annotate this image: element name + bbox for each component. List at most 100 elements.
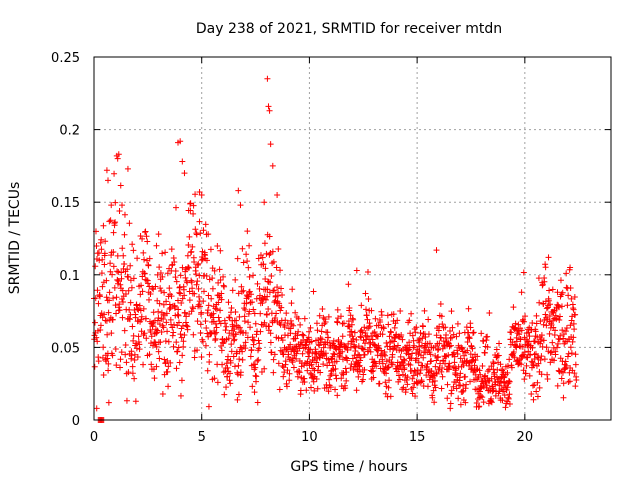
data-point	[174, 311, 181, 318]
data-point	[424, 361, 431, 368]
data-point	[209, 275, 216, 282]
data-point	[350, 316, 357, 323]
data-point	[493, 346, 500, 353]
x-tick-label: 20	[517, 430, 534, 445]
data-point	[295, 315, 302, 322]
data-point	[252, 320, 259, 327]
data-point	[209, 285, 216, 292]
data-point	[488, 395, 495, 402]
data-point	[192, 226, 199, 233]
data-point	[379, 331, 386, 338]
data-point	[572, 361, 579, 368]
data-point	[160, 301, 167, 308]
data-point	[425, 316, 432, 323]
data-point	[322, 319, 329, 326]
axis-ticks	[93, 56, 611, 421]
data-point	[181, 170, 188, 177]
data-point	[128, 284, 135, 291]
data-point	[529, 344, 536, 351]
data-point	[100, 372, 107, 379]
data-point	[391, 324, 398, 331]
data-point	[396, 376, 403, 383]
data-point	[133, 345, 140, 352]
data-point	[205, 292, 212, 299]
data-point	[567, 344, 574, 351]
data-point	[533, 320, 540, 327]
data-point	[362, 290, 369, 297]
data-point	[255, 345, 262, 352]
data-point	[257, 310, 264, 317]
data-point	[421, 307, 428, 314]
data-point	[115, 151, 122, 158]
data-point	[439, 373, 446, 380]
data-point	[467, 351, 474, 358]
data-point	[160, 324, 167, 331]
data-point	[112, 346, 119, 353]
data-point	[207, 246, 214, 253]
data-point	[466, 335, 473, 342]
data-point	[488, 399, 495, 406]
data-point	[353, 267, 360, 274]
data-point	[357, 357, 364, 364]
data-point	[322, 350, 329, 357]
data-point	[512, 320, 519, 327]
data-point	[247, 324, 254, 331]
data-point	[559, 289, 566, 296]
data-point	[103, 167, 110, 174]
data-point	[541, 278, 548, 285]
data-point	[263, 311, 270, 318]
data-point	[344, 346, 351, 353]
data-point	[431, 378, 438, 385]
data-point	[368, 307, 375, 314]
data-point	[348, 328, 355, 335]
data-point	[121, 261, 128, 268]
data-point	[541, 356, 548, 363]
data-point	[343, 369, 350, 376]
data-point	[163, 310, 170, 317]
data-point	[538, 332, 545, 339]
data-point	[175, 344, 182, 351]
data-point	[185, 264, 192, 271]
data-point	[203, 273, 210, 280]
data-point	[384, 312, 391, 319]
data-point	[233, 322, 240, 329]
data-point	[170, 343, 177, 350]
data-point	[538, 371, 545, 378]
plot-frame	[93, 56, 612, 421]
data-point	[289, 286, 296, 293]
data-point	[164, 328, 171, 335]
data-point	[513, 344, 520, 351]
data-point	[111, 284, 118, 291]
data-point	[480, 383, 487, 390]
data-point	[294, 373, 301, 380]
data-point	[232, 309, 239, 316]
data-point	[117, 182, 124, 189]
y-tick-label: 0.25	[51, 51, 80, 66]
data-point	[244, 293, 251, 300]
data-point	[203, 325, 210, 332]
data-point	[543, 305, 550, 312]
data-point	[447, 342, 454, 349]
data-point	[152, 341, 159, 348]
data-point	[114, 155, 121, 162]
data-point	[105, 399, 112, 406]
data-point	[521, 318, 528, 325]
data-point	[325, 313, 332, 320]
data-point	[133, 340, 140, 347]
data-point	[227, 380, 234, 387]
data-point	[242, 329, 249, 336]
data-point	[518, 289, 525, 296]
data-point	[213, 324, 220, 331]
data-point	[316, 312, 323, 319]
data-point	[533, 388, 540, 395]
data-point	[504, 398, 511, 405]
data-point	[96, 293, 103, 300]
data-point	[325, 356, 332, 363]
data-point	[129, 363, 136, 370]
data-point	[117, 364, 124, 371]
data-point	[197, 330, 204, 337]
data-point	[205, 333, 212, 340]
data-point	[321, 316, 328, 323]
data-point	[388, 329, 395, 336]
data-point	[155, 231, 162, 238]
